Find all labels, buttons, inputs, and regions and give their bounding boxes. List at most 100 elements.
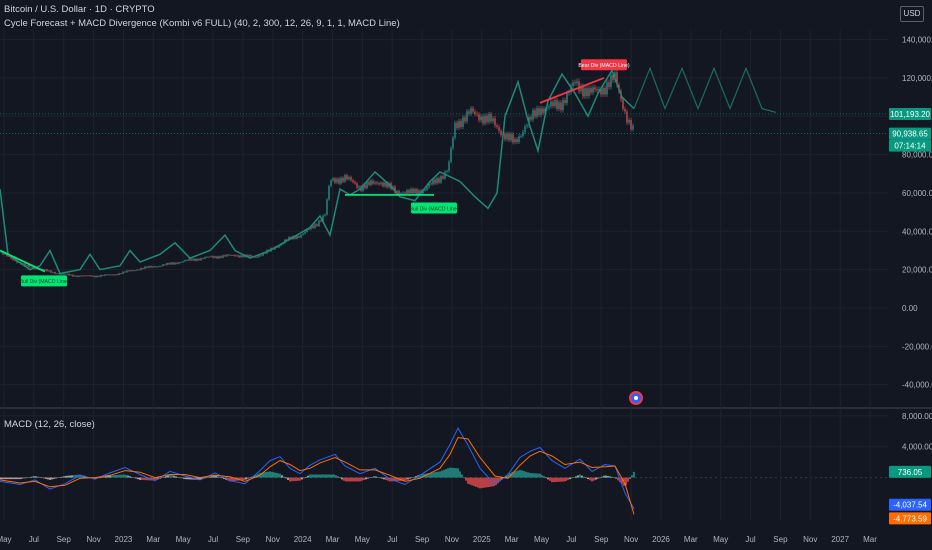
candle-body bbox=[394, 186, 396, 193]
candle-body bbox=[130, 270, 132, 272]
candle-body bbox=[344, 175, 346, 182]
macd-histogram-bar bbox=[271, 471, 273, 478]
macd-histogram-bar bbox=[569, 477, 571, 480]
macd-histogram-bar bbox=[337, 476, 339, 478]
candle-body bbox=[4, 253, 6, 255]
candle-body bbox=[10, 256, 12, 259]
macd-histogram-bar bbox=[65, 475, 67, 478]
candle-body bbox=[572, 82, 574, 87]
macd-histogram-bar bbox=[275, 472, 277, 478]
candle-body bbox=[120, 273, 122, 275]
candle-body bbox=[454, 122, 456, 138]
macd-histogram-bar bbox=[451, 467, 453, 478]
candle-body bbox=[68, 273, 70, 276]
macd-histogram-bar bbox=[627, 477, 629, 482]
macd-histogram-bar bbox=[261, 472, 263, 478]
macd-histogram-bar bbox=[47, 477, 49, 480]
candle-body bbox=[470, 108, 472, 114]
macd-line bbox=[0, 427, 635, 509]
candle-body bbox=[14, 260, 16, 261]
candle-body bbox=[242, 255, 244, 258]
macd-histogram-bar bbox=[413, 476, 415, 478]
macd-histogram-bar bbox=[507, 473, 509, 478]
candle-body bbox=[418, 190, 420, 195]
macd-histogram-bar bbox=[169, 474, 171, 478]
bull-divergence-label-box bbox=[411, 202, 457, 214]
macd-histogram-bar bbox=[415, 476, 417, 478]
macd-histogram-bar bbox=[175, 476, 177, 478]
macd-histogram-bar bbox=[497, 477, 499, 484]
x-tick-label: Nov bbox=[86, 535, 100, 544]
macd-y-tick-label: 4,000.00 bbox=[902, 443, 932, 452]
macd-histogram-bar bbox=[373, 476, 375, 478]
candle-body bbox=[194, 258, 196, 261]
macd-histogram-bar bbox=[397, 477, 399, 482]
macd-histogram-bar bbox=[7, 477, 9, 480]
macd-histogram-bar bbox=[599, 477, 601, 479]
x-tick-label: Sep bbox=[773, 535, 788, 544]
candle-body bbox=[558, 102, 560, 109]
macd-histogram-bar bbox=[307, 475, 309, 478]
candle-body bbox=[378, 183, 380, 185]
last-price-label: 90,938.65 bbox=[892, 130, 928, 139]
macd-histogram-bar bbox=[323, 474, 325, 478]
candle-body bbox=[64, 273, 66, 275]
macd-histogram-bar bbox=[455, 468, 457, 478]
candle-body bbox=[594, 87, 596, 90]
macd-histogram-bar bbox=[515, 471, 517, 478]
candle-body bbox=[366, 181, 368, 189]
candle-body bbox=[504, 133, 506, 140]
candle-body bbox=[586, 88, 588, 97]
macd-histogram-bar bbox=[621, 477, 623, 485]
macd-histogram-bar bbox=[533, 473, 535, 478]
macd-histogram-bar bbox=[401, 477, 403, 481]
candle-body bbox=[614, 72, 616, 81]
candle-body bbox=[296, 236, 298, 239]
macd-histogram-bar bbox=[581, 475, 583, 478]
candle-body bbox=[588, 88, 590, 97]
macd-histogram-bar bbox=[543, 476, 545, 478]
macd-histogram-bar bbox=[519, 469, 521, 478]
macd-value-label: -4,037.54 bbox=[893, 501, 927, 510]
macd-histogram-bar bbox=[577, 475, 579, 478]
flag-icon[interactable] bbox=[629, 391, 643, 405]
macd-histogram-bar bbox=[365, 477, 367, 480]
candle-body bbox=[158, 266, 160, 267]
y-tick-label: 140,000.00 bbox=[902, 36, 932, 45]
candle-body bbox=[630, 120, 632, 130]
currency-button[interactable]: USD bbox=[900, 6, 924, 22]
candle-body bbox=[430, 183, 432, 185]
candle-body bbox=[46, 269, 48, 272]
candle-body bbox=[60, 273, 62, 275]
candle-body bbox=[576, 81, 578, 84]
macd-histogram-bar bbox=[295, 477, 297, 481]
candle-body bbox=[162, 264, 164, 266]
candle-body bbox=[554, 100, 556, 106]
macd-histogram-bar bbox=[591, 477, 593, 482]
macd-histogram-bar bbox=[443, 469, 445, 478]
candle-body bbox=[56, 273, 58, 275]
x-tick-label: May bbox=[176, 535, 191, 544]
candle-body bbox=[578, 81, 580, 92]
candle-body bbox=[368, 181, 370, 185]
candle-body bbox=[468, 111, 470, 114]
candle-body bbox=[100, 275, 102, 277]
macd-histogram-bar bbox=[349, 477, 351, 482]
macd-histogram-bar bbox=[571, 477, 573, 479]
macd-histogram-bar bbox=[539, 473, 541, 478]
candle-body bbox=[72, 274, 74, 277]
macd-histogram-bar bbox=[53, 477, 55, 479]
macd-histogram-bar bbox=[305, 476, 307, 478]
macd-histogram-bar bbox=[315, 474, 317, 478]
x-tick-label: 2026 bbox=[652, 535, 670, 544]
macd-histogram-bar bbox=[217, 476, 219, 478]
macd-histogram-bar bbox=[407, 477, 409, 480]
macd-histogram-bar bbox=[17, 477, 19, 480]
macd-histogram-bar bbox=[345, 477, 347, 482]
macd-histogram-bar bbox=[469, 477, 471, 485]
macd-histogram-bar bbox=[475, 477, 477, 487]
candle-body bbox=[560, 102, 562, 111]
candle-body bbox=[532, 110, 534, 120]
macd-histogram-bar bbox=[367, 477, 369, 479]
